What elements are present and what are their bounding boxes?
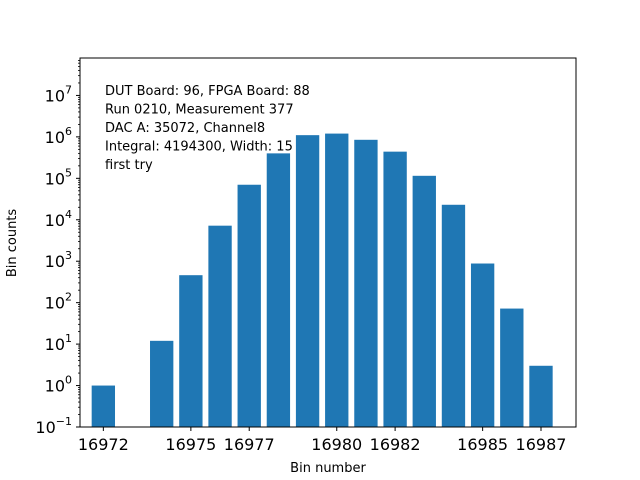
bars-group [91, 133, 553, 428]
plot-frame [79, 57, 577, 428]
bar-16986 [500, 308, 524, 427]
x-tick-label: 16987 [516, 435, 567, 454]
y-tick-label: 100 [45, 374, 72, 396]
x-tick-label: 16977 [224, 435, 275, 454]
x-tick-label: 16972 [78, 435, 129, 454]
bar-16985 [470, 263, 495, 427]
y-tick-label: 107 [45, 83, 72, 105]
bar-16972 [91, 385, 116, 427]
bar-16978 [266, 153, 291, 427]
bar-16977 [237, 184, 261, 427]
annotation-block: DUT Board: 96, FPGA Board: 88 Run 0210, M… [105, 84, 310, 173]
x-tick-label: 16982 [370, 435, 421, 454]
y-tick-label: 104 [45, 208, 72, 230]
y-tick-label: 10−1 [35, 415, 72, 437]
annotation-line: Integral: 4194300, Width: 15 [105, 140, 293, 155]
bar-16975 [179, 275, 203, 427]
y-tick-label: 101 [45, 332, 72, 354]
annotation-line: DAC A: 35072, Channel8 [105, 121, 265, 136]
bar-16976 [208, 225, 232, 427]
annotation-line: Run 0210, Measurement 377 [105, 103, 294, 118]
x-tick-label: 16980 [311, 435, 362, 454]
annotation-line: first try [105, 158, 153, 173]
bar-16979 [295, 135, 320, 427]
bar-16987 [529, 365, 553, 427]
bar-16981 [354, 139, 378, 428]
bar-16983 [412, 175, 436, 427]
bar-16980 [325, 133, 349, 427]
y-tick-label: 105 [45, 166, 72, 188]
y-tick-label: 103 [45, 249, 72, 271]
bar-16984 [441, 204, 466, 427]
y-tick-label: 106 [45, 125, 72, 147]
x-tick-label: 16975 [165, 435, 216, 454]
y-axis-label: Bin counts [5, 209, 20, 278]
y-axis: 10−1 100 101 102 103 104 105 106 107 [35, 60, 80, 437]
x-axis: 16972 16975 16977 16980 16982 16985 16987 [78, 427, 567, 454]
x-tick-label: 16985 [457, 435, 508, 454]
y-tick-label: 102 [45, 291, 72, 313]
annotation-line: DUT Board: 96, FPGA Board: 88 [105, 84, 310, 99]
bar-16974 [150, 340, 174, 427]
x-axis-label: Bin number [290, 461, 366, 476]
bar-16982 [383, 151, 407, 427]
